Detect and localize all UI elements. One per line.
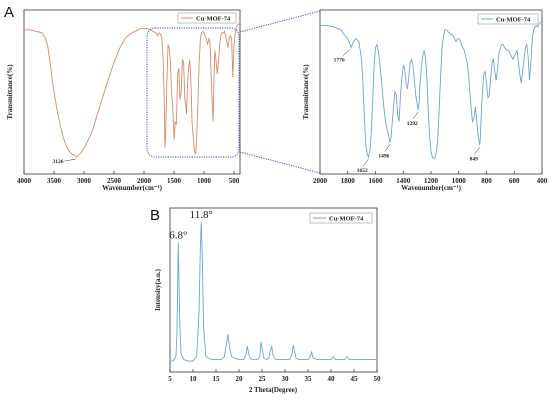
- x-tick-label: 30: [282, 375, 290, 383]
- panel-label-a: A: [4, 4, 14, 21]
- annotation-label: 1652: [357, 168, 368, 174]
- legend: Cu-MOF-74: [477, 13, 539, 25]
- series-line-cu-mof-74: [170, 221, 377, 362]
- x-tick-label: 1000: [452, 177, 467, 185]
- zoom-connector-top: [239, 10, 321, 33]
- legend-box: [177, 12, 237, 24]
- x-tick-label: 5: [168, 375, 172, 383]
- annotation-label: 1776: [334, 58, 345, 64]
- x-axis-label: Wavenumber(cm⁻¹): [401, 184, 462, 192]
- x-tick-label: 2000: [137, 177, 152, 185]
- x-tick-label: 1500: [167, 177, 182, 185]
- x-axis-label: 2 Theta(Degree): [249, 386, 298, 394]
- x-tick-label: 25: [259, 375, 267, 383]
- legend-label: Cu-MOF-74: [329, 216, 364, 223]
- legend-box: [477, 13, 539, 25]
- zoom-region-box: [146, 27, 240, 158]
- x-tick-label: 500: [229, 177, 240, 185]
- plot-frame: [23, 9, 241, 175]
- annotation-arrow: [384, 144, 391, 152]
- annotation-arrow: [64, 158, 76, 162]
- x-tick-label: 50: [374, 375, 382, 383]
- x-tick-label: 1000: [197, 177, 212, 185]
- x-tick-label: 3500: [47, 177, 62, 185]
- peak-label: 6.8°: [169, 230, 187, 242]
- series-line-cu-mof-74: [320, 20, 543, 160]
- series-line-cu-mof-74: [24, 23, 240, 158]
- x-tick-label: 2500: [107, 177, 122, 185]
- annotation-arrow: [342, 49, 351, 56]
- legend: Cu-MOF-74: [177, 12, 237, 24]
- annotation-arrow: [474, 147, 480, 155]
- x-tick-label: 1200: [424, 177, 439, 185]
- annotation-label: 1292: [407, 121, 418, 127]
- y-axis-label: Transmittance(%): [6, 64, 14, 120]
- panel-label-b: B: [150, 207, 160, 224]
- x-tick-label: 45: [351, 375, 359, 383]
- x-tick-label: 15: [213, 375, 221, 383]
- x-tick-label: 2000: [313, 177, 328, 185]
- x-tick-label: 400: [537, 177, 548, 185]
- peak-label: 11.8°: [190, 209, 213, 221]
- annotation-arrow: [413, 111, 419, 119]
- x-tick-label: 20: [236, 375, 244, 383]
- chart-ftir-zoom: 2000 1800 1600 1400 1200 1000 800 600 400 1776 16…: [302, 9, 548, 192]
- x-tick-label: 1400: [396, 177, 411, 185]
- x-tick-label: 1600: [369, 177, 384, 185]
- annotation-arrow: [363, 158, 369, 167]
- legend: Cu-MOF-74: [309, 212, 373, 224]
- x-tick-label: 10: [190, 375, 198, 383]
- legend-label: Cu-MOF-74: [196, 16, 231, 23]
- plot-frame: [169, 207, 378, 373]
- annotation-label: 3126: [52, 159, 63, 165]
- x-axis-label: Wavenumber(cm⁻¹): [102, 184, 163, 192]
- annotation-label: 849: [470, 156, 479, 162]
- y-axis-label: Intensity(a.u.): [154, 268, 162, 311]
- annotation-label: 1496: [378, 153, 389, 159]
- legend-box: [309, 212, 373, 224]
- legend-label: Cu-MOF-74: [496, 17, 531, 24]
- x-tick-label: 40: [328, 375, 336, 383]
- x-tick-label: 800: [481, 177, 492, 185]
- x-tick-label: 4000: [17, 177, 32, 185]
- chart-xrd: 5 10 15 20 25 30 35 40 45 50 6.8°11.8° 2 Theta(De…: [154, 207, 382, 394]
- chart-ftir-full: 4000 3500 3000 2500 2000 1500 1000 500 3126 Wav…: [6, 9, 241, 192]
- x-tick-label: 3000: [77, 177, 92, 185]
- zoom-connector-bottom: [239, 151, 321, 174]
- x-tick-label: 600: [509, 177, 520, 185]
- x-tick-label: 1800: [341, 177, 356, 185]
- y-axis-label: Transmittance(%): [302, 64, 310, 120]
- x-tick-label: 35: [305, 375, 313, 383]
